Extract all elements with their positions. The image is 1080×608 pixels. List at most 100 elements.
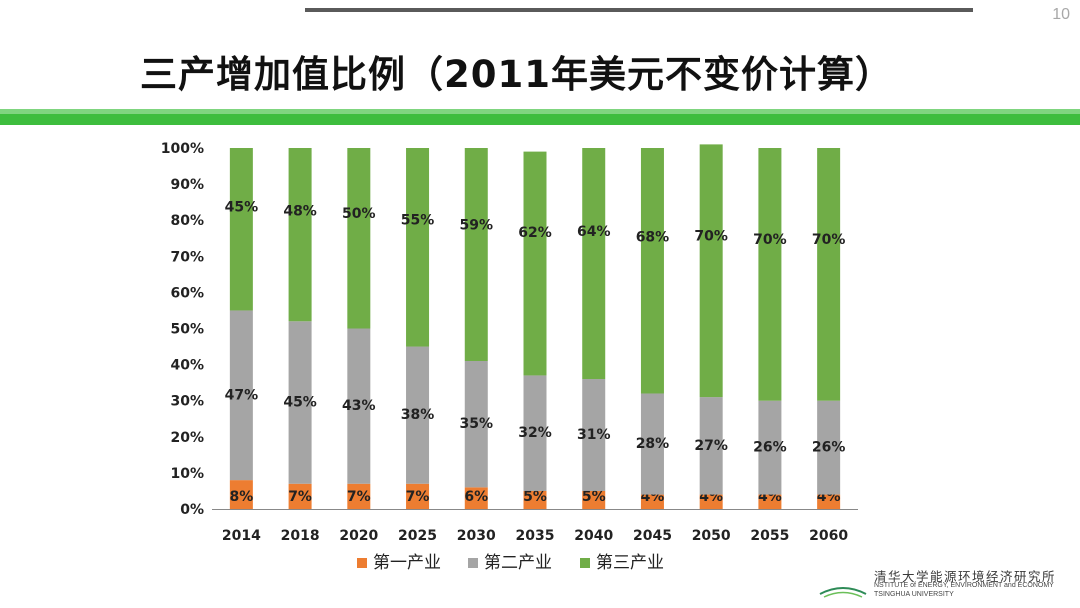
- data-label: 55%: [401, 212, 435, 228]
- bar-segment-2: [288, 321, 312, 484]
- bar-segment-3: [406, 148, 430, 347]
- x-tick-label: 2025: [398, 528, 437, 544]
- logo-mark-icon: [819, 587, 867, 598]
- top-decor-bar: [305, 8, 973, 12]
- bar-segment-3: [229, 148, 253, 311]
- legend-swatch: [468, 558, 478, 568]
- data-label: 64%: [577, 224, 611, 240]
- bar-segment-2: [699, 397, 723, 495]
- data-label: 5%: [523, 489, 547, 505]
- data-label: 32%: [518, 425, 552, 441]
- bar-segment-2: [758, 400, 782, 495]
- bar-segment-2: [582, 379, 606, 491]
- page-title: 三产增加值比例（2011年美元不变价计算）: [140, 53, 893, 96]
- stacked-bar-chart: 0% 10% 20% 30% 40% 50% 60% 70% 80% 90% 100% 8% 47% 45…: [161, 141, 858, 573]
- y-tick-label: 70%: [170, 249, 204, 265]
- data-label: 59%: [460, 218, 494, 234]
- bar-segment-3: [347, 148, 371, 329]
- data-label: 50%: [342, 206, 376, 222]
- green-divider-band: [0, 109, 1080, 125]
- data-label: 28%: [636, 436, 670, 452]
- y-tick-label: 80%: [170, 213, 204, 229]
- bar-segment-2: [523, 375, 547, 491]
- data-label: 7%: [347, 489, 371, 505]
- y-tick-label: 60%: [170, 285, 204, 301]
- bar-segment-2: [817, 400, 841, 495]
- logo-chinese-name: 清华大学能源环境经济研究所: [874, 569, 1057, 584]
- y-tick-label: 40%: [170, 358, 204, 374]
- bar-segment-1: [582, 490, 606, 509]
- x-tick-label: 2020: [339, 528, 378, 544]
- y-tick-label: 0%: [180, 502, 204, 518]
- data-label: 70%: [753, 232, 787, 248]
- data-label: 6%: [464, 489, 488, 505]
- data-label: 31%: [577, 427, 611, 443]
- data-label: 26%: [812, 440, 846, 456]
- bar-segment-2: [640, 393, 664, 495]
- data-label: 45%: [283, 395, 317, 411]
- y-tick-label: 50%: [170, 322, 204, 338]
- y-tick-label: 10%: [170, 466, 204, 482]
- bar-segment-1: [229, 480, 253, 509]
- bar-segment-3: [758, 148, 782, 401]
- bar-segment-3: [817, 148, 841, 401]
- bar-segment-1: [817, 494, 841, 509]
- x-tick-label: 2050: [692, 528, 731, 544]
- data-label: 7%: [406, 489, 430, 505]
- data-label: 26%: [753, 440, 787, 456]
- y-tick-label: 90%: [170, 177, 204, 193]
- x-tick-label: 2018: [281, 528, 320, 544]
- bar-segment-3: [288, 148, 312, 322]
- data-label: 45%: [225, 199, 259, 215]
- x-tick-label: 2060: [809, 528, 848, 544]
- bar-segment-2: [406, 346, 430, 484]
- page-number: 10: [1052, 6, 1070, 23]
- bar-segment-1: [699, 494, 723, 509]
- bar-segment-3: [699, 144, 723, 398]
- bar-segment-1: [640, 494, 664, 509]
- bar-segment-3: [464, 148, 488, 361]
- x-tick-label: 2045: [633, 528, 672, 544]
- legend-label: 第一产业: [373, 553, 441, 573]
- bar-segment-1: [347, 483, 371, 509]
- data-label: 35%: [460, 416, 494, 432]
- legend-label: 第三产业: [596, 553, 664, 573]
- data-label: 27%: [694, 438, 728, 454]
- bar-segment-3: [640, 148, 664, 394]
- y-tick-label: 30%: [170, 394, 204, 410]
- bar-segment-1: [288, 483, 312, 509]
- bar-segment-2: [229, 310, 253, 481]
- x-tick-label: 2055: [750, 528, 789, 544]
- x-tick-label: 2035: [516, 528, 555, 544]
- institute-logo: 清华大学能源环境经济研究所 NSTITUTE of ENERGY, ENVIRO…: [812, 562, 1074, 606]
- bar-segment-1: [464, 487, 488, 509]
- bar-segment-2: [464, 360, 488, 488]
- bar-segment-3: [523, 151, 547, 376]
- logo-university-name: TSINGHUA UNIVERSITY: [874, 591, 954, 598]
- data-label: 47%: [225, 387, 259, 403]
- x-tick-label: 2040: [574, 528, 613, 544]
- data-label: 62%: [518, 225, 552, 241]
- x-tick-label: 2030: [457, 528, 496, 544]
- legend-swatch: [357, 558, 367, 568]
- legend-label: 第二产业: [484, 553, 552, 573]
- data-label: 70%: [694, 228, 728, 244]
- data-label: 68%: [636, 229, 670, 245]
- y-tick-label: 20%: [170, 430, 204, 446]
- bar-segment-1: [406, 483, 430, 509]
- data-label: 38%: [401, 407, 435, 423]
- y-tick-label: 100%: [161, 141, 204, 157]
- bar-segment-3: [582, 148, 606, 380]
- bar-segment-1: [758, 494, 782, 509]
- data-label: 8%: [229, 489, 253, 505]
- data-label: 70%: [812, 232, 846, 248]
- bar-segment-1: [523, 490, 547, 509]
- data-label: 43%: [342, 398, 376, 414]
- bar-segment-2: [347, 328, 371, 484]
- logo-english-name: NSTITUTE of ENERGY, ENVIRONMENT and ECON…: [874, 582, 1054, 589]
- x-tick-label: 2014: [222, 528, 261, 544]
- data-label: 5%: [582, 489, 606, 505]
- data-label: 7%: [288, 489, 312, 505]
- legend-swatch: [580, 558, 590, 568]
- data-label: 48%: [283, 203, 317, 219]
